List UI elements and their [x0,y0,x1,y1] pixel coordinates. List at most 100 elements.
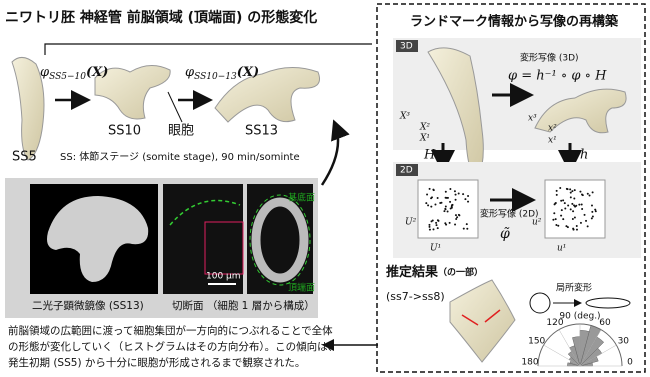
pointer [167,91,183,123]
landmark [443,210,446,213]
axis-label: u¹ [557,244,566,254]
axis-label: u² [532,218,542,228]
landmark [581,194,584,197]
landmark [590,217,593,220]
landmark [575,228,578,231]
landmark [428,223,431,226]
landmark [579,221,582,224]
scale-label: 100 µm [206,272,241,282]
landmark [436,196,439,199]
landmark [428,187,431,190]
landmark [555,224,558,227]
landmark [453,190,456,193]
axis-label: x³ [528,114,537,124]
angle-label: 0 [627,358,633,368]
landmark [466,227,469,230]
photo-tissue [47,196,149,282]
summary-line: 前脳領域の広範囲に渡って細胞集団が一方向的につぶれることで全体 [8,324,333,337]
axis-label: U¹ [430,244,441,254]
landmark [555,193,558,196]
landmark [449,188,452,191]
result-shape [449,279,516,363]
optic-vesicle: 眼胞 [168,124,194,139]
right-title: ランドマーク情報から写像の再構築 [410,14,619,30]
landmarks [425,187,597,231]
landmark [467,194,470,197]
landmark [462,193,465,196]
title: ニワトリ胚 神経管 前脳領域 (頂端面) の形態変化 [5,9,317,26]
landmark [555,189,558,192]
bracket [44,43,372,55]
landmark [454,198,457,201]
photo-tissue [251,197,309,283]
landmark [450,206,453,209]
landmark [462,227,465,230]
landmark [569,191,572,194]
angle-label: 60 [599,318,611,328]
landmark [448,221,451,224]
landmark [445,196,448,199]
landmark [591,215,594,218]
landmark [573,216,576,219]
axis-label: X² [419,123,430,133]
landmark [578,203,581,206]
landmark [585,219,588,222]
angle-label: 150 [528,337,545,347]
axis-label: X³ [399,112,410,122]
landmark [590,204,593,207]
landmark [428,225,431,228]
landmark [581,207,584,210]
landmark [591,210,594,213]
zoom-box [204,221,244,275]
landmark [454,193,457,196]
map-arg: (X) [86,65,108,80]
map-label: φSS5−10(X) [40,65,108,82]
shape-3d [427,47,484,181]
landmark [580,203,583,206]
landmark [435,221,438,224]
shape-ss5 [11,57,45,161]
summary-line: の形態が変化していく（ヒストグラムはその方向分布）。この傾向は、 [8,340,338,353]
axis-label: X¹ [419,134,430,144]
angle-label: 30 [618,337,630,347]
map-symbol: φ [185,65,195,80]
angle-tick [579,344,617,367]
angle-tick [558,329,581,367]
landmark [465,223,468,226]
apical-label: 頂端面 [288,282,315,294]
landmark [571,218,574,221]
landmark [560,199,563,202]
outline [249,194,311,286]
axis-label: x² [548,124,557,134]
landmark [560,214,563,217]
landmark [569,208,572,211]
landmark [591,191,594,194]
landmark [563,202,566,205]
map-arg: (X) [237,65,259,80]
angle-tick [543,344,581,367]
landmark [432,228,435,231]
landmark [557,224,560,227]
result-title-note: （の一部） [438,266,483,278]
landmark [444,207,447,210]
landmark [457,213,460,216]
map-label: φSS10−13(X) [185,65,259,82]
stage-label: SS10 [108,124,141,139]
landmark [560,209,563,212]
landmark [571,190,574,193]
summary-line: 発生初期 (SS5) から十分に眼胞が形成されるまで観察された。 [8,356,305,369]
angle-tick [579,329,602,367]
projection-label: H [423,148,436,163]
map-3d-label: 変形写像 (3D) [520,52,579,64]
landmark [566,188,569,191]
landmark [427,204,430,207]
projection-label: h [580,148,588,163]
landmark [432,188,435,191]
landmark [444,190,447,193]
landmark [436,219,439,222]
landmark [455,217,458,220]
landmark [446,210,449,213]
landmark [567,204,570,207]
landmark [444,205,447,208]
local-label: 局所変形 [556,282,592,294]
